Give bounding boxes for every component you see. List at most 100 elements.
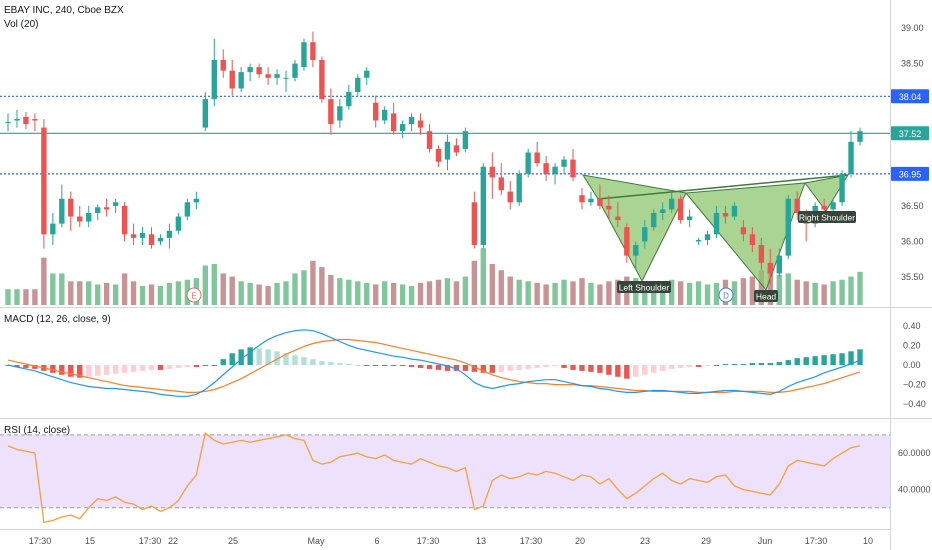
candle-body[interactable]: [668, 198, 675, 210]
candle-body[interactable]: [211, 60, 217, 100]
candle-body[interactable]: [112, 202, 119, 206]
left-shoulder-shape[interactable]: [581, 174, 687, 283]
candle-body[interactable]: [462, 131, 469, 149]
candle-body[interactable]: [498, 177, 504, 191]
candle-body[interactable]: [606, 205, 612, 210]
candle-body[interactable]: [642, 227, 648, 242]
candle-body[interactable]: [32, 119, 38, 121]
candle-body[interactable]: [184, 202, 191, 217]
candle-body[interactable]: [310, 42, 316, 61]
candle-body[interactable]: [534, 152, 540, 164]
candle-body[interactable]: [175, 216, 182, 231]
candle-body[interactable]: [830, 202, 836, 210]
candle-body[interactable]: [121, 205, 128, 235]
candle-body[interactable]: [337, 106, 343, 121]
candle-body[interactable]: [157, 237, 164, 242]
candle-body[interactable]: [848, 141, 854, 174]
candle-body[interactable]: [139, 232, 146, 238]
candle-body[interactable]: [453, 145, 460, 153]
candle-body[interactable]: [94, 207, 101, 213]
candle-body[interactable]: [292, 63, 298, 78]
candle-body[interactable]: [5, 121, 11, 123]
candle-body[interactable]: [59, 198, 65, 224]
candle-body[interactable]: [821, 205, 827, 210]
candle-body[interactable]: [839, 173, 845, 203]
candle-body[interactable]: [588, 198, 594, 203]
candle-body[interactable]: [749, 234, 756, 245]
candle-body[interactable]: [543, 163, 549, 174]
candle-body[interactable]: [148, 234, 155, 245]
candle-body[interactable]: [624, 227, 630, 256]
candle-body[interactable]: [265, 74, 271, 78]
symbol-legend[interactable]: EBAY INC, 240, Cboe BZX: [4, 5, 124, 16]
candle-body[interactable]: [561, 159, 567, 167]
candle-body[interactable]: [202, 99, 208, 128]
candle-body[interactable]: [247, 67, 253, 73]
candle-body[interactable]: [229, 70, 235, 89]
candle-body[interactable]: [381, 109, 388, 121]
candle-body[interactable]: [758, 244, 765, 263]
candle-body[interactable]: [328, 99, 334, 125]
candle-body[interactable]: [408, 116, 415, 125]
candle-body[interactable]: [785, 198, 791, 256]
volume-legend[interactable]: Vol (20): [4, 19, 38, 30]
candle-body[interactable]: [301, 42, 307, 68]
candle-body[interactable]: [489, 166, 495, 178]
candle-body[interactable]: [516, 173, 522, 203]
signal-line[interactable]: [7, 338, 861, 393]
candle-body[interactable]: [274, 74, 280, 78]
candle-body[interactable]: [794, 198, 800, 213]
earnings-marker[interactable]: E: [186, 287, 202, 303]
candle-body[interactable]: [256, 67, 262, 75]
candle-body[interactable]: [373, 102, 379, 121]
candle-body[interactable]: [660, 209, 666, 213]
candle-body[interactable]: [166, 230, 173, 238]
candle-body[interactable]: [471, 202, 478, 245]
candle-body[interactable]: [704, 234, 711, 241]
candle-body[interactable]: [346, 92, 352, 107]
candle-body[interactable]: [579, 195, 585, 203]
dividend-marker[interactable]: D: [718, 287, 734, 303]
candle-body[interactable]: [426, 131, 433, 149]
candle-body[interactable]: [776, 255, 782, 274]
candle-body[interactable]: [103, 207, 110, 210]
candle-body[interactable]: [23, 116, 29, 125]
right-shoulder-shape[interactable]: [804, 174, 850, 212]
candle-body[interactable]: [283, 77, 289, 79]
candle-body[interactable]: [86, 212, 92, 222]
candle-body[interactable]: [767, 262, 774, 274]
candle-body[interactable]: [857, 131, 863, 142]
candle-body[interactable]: [677, 198, 684, 221]
candle-body[interactable]: [14, 119, 20, 121]
candle-body[interactable]: [399, 124, 406, 132]
candle-body[interactable]: [731, 205, 738, 217]
candle-body[interactable]: [193, 198, 200, 203]
candle-body[interactable]: [355, 77, 361, 93]
candle-body[interactable]: [695, 240, 702, 242]
candle-body[interactable]: [740, 227, 747, 235]
macd-legend[interactable]: MACD (12, 26, close, 9): [4, 314, 111, 325]
candle-body[interactable]: [633, 244, 639, 256]
candle-body[interactable]: [651, 212, 657, 228]
head-shape[interactable]: [685, 182, 806, 291]
candle-body[interactable]: [480, 166, 487, 245]
candle-body[interactable]: [552, 166, 558, 174]
candle-body[interactable]: [435, 148, 442, 162]
candle-body[interactable]: [525, 152, 531, 174]
rsi-legend[interactable]: RSI (14, close): [4, 425, 70, 436]
candle-body[interactable]: [722, 212, 729, 217]
candle-body[interactable]: [390, 113, 397, 132]
candle-body[interactable]: [41, 127, 47, 235]
price-badge[interactable]: [891, 89, 929, 104]
candle-body[interactable]: [238, 72, 244, 89]
candle-body[interactable]: [319, 60, 325, 100]
macd-line[interactable]: [7, 329, 861, 397]
candle-body[interactable]: [570, 159, 576, 178]
candle-body[interactable]: [364, 70, 370, 78]
candle-body[interactable]: [68, 198, 74, 217]
candle-body[interactable]: [50, 223, 56, 235]
candle-body[interactable]: [444, 141, 451, 160]
neckline[interactable]: [597, 174, 849, 200]
candle-body[interactable]: [417, 120, 424, 128]
